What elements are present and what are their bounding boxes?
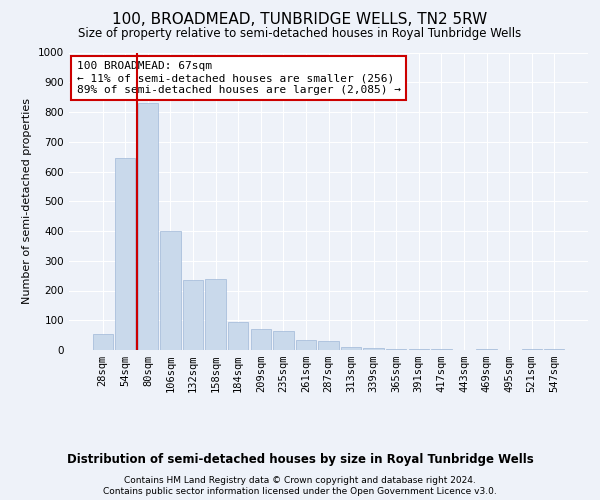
Bar xyxy=(205,278,226,350)
Bar xyxy=(138,103,158,350)
Bar xyxy=(183,280,203,350)
Bar xyxy=(521,349,542,350)
Bar xyxy=(386,348,406,350)
Bar xyxy=(476,348,497,350)
Bar xyxy=(273,330,293,350)
Bar xyxy=(364,348,384,350)
Text: Contains public sector information licensed under the Open Government Licence v3: Contains public sector information licen… xyxy=(103,488,497,496)
Text: 100, BROADMEAD, TUNBRIDGE WELLS, TN2 5RW: 100, BROADMEAD, TUNBRIDGE WELLS, TN2 5RW xyxy=(112,12,488,28)
Bar xyxy=(115,158,136,350)
Bar xyxy=(296,340,316,350)
Text: 100 BROADMEAD: 67sqm
← 11% of semi-detached houses are smaller (256)
89% of semi: 100 BROADMEAD: 67sqm ← 11% of semi-detac… xyxy=(77,62,401,94)
Bar xyxy=(431,348,452,350)
Text: Size of property relative to semi-detached houses in Royal Tunbridge Wells: Size of property relative to semi-detach… xyxy=(79,28,521,40)
Bar xyxy=(228,322,248,350)
Bar xyxy=(544,349,565,350)
Bar xyxy=(319,341,338,350)
Text: Contains HM Land Registry data © Crown copyright and database right 2024.: Contains HM Land Registry data © Crown c… xyxy=(124,476,476,485)
Y-axis label: Number of semi-detached properties: Number of semi-detached properties xyxy=(22,98,32,304)
Bar xyxy=(160,231,181,350)
Text: Distribution of semi-detached houses by size in Royal Tunbridge Wells: Distribution of semi-detached houses by … xyxy=(67,452,533,466)
Bar xyxy=(409,348,429,350)
Bar xyxy=(92,334,113,350)
Bar xyxy=(251,329,271,350)
Bar xyxy=(341,347,361,350)
